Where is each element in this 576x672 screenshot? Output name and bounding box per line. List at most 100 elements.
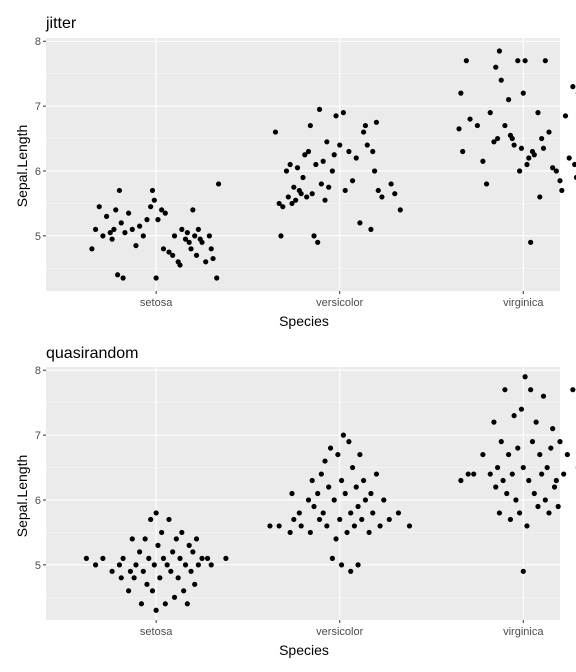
data-point-virginica <box>498 439 504 445</box>
data-point-versicolor <box>392 191 398 197</box>
data-point-setosa <box>177 555 183 561</box>
data-point-virginica <box>522 374 528 380</box>
data-point-setosa <box>162 210 168 216</box>
data-point-setosa <box>170 549 176 555</box>
y-tick-label: 5 <box>35 560 41 572</box>
data-point-setosa <box>190 207 196 213</box>
data-point-virginica <box>494 464 501 471</box>
data-point-versicolor <box>360 477 367 484</box>
data-point-versicolor <box>324 139 330 145</box>
data-point-setosa <box>116 187 123 194</box>
data-point-setosa <box>140 233 146 239</box>
data-point-setosa <box>129 226 135 232</box>
x-tick-label-versicolor: versicolor <box>316 626 363 638</box>
data-point-virginica <box>559 187 565 194</box>
data-point-versicolor <box>320 510 326 516</box>
data-point-setosa <box>199 239 205 245</box>
data-point-versicolor <box>340 110 346 116</box>
data-point-virginica <box>509 135 515 142</box>
data-point-virginica <box>507 516 514 523</box>
data-point-virginica <box>539 135 545 142</box>
data-point-versicolor <box>326 184 332 190</box>
data-point-versicolor <box>298 523 304 529</box>
data-point-setosa <box>160 555 167 561</box>
x-tick-label-setosa: setosa <box>140 626 173 638</box>
data-point-setosa <box>133 562 139 568</box>
data-point-setosa <box>182 562 189 568</box>
data-point-versicolor <box>300 174 306 181</box>
data-point-virginica <box>496 510 503 516</box>
data-point-setosa <box>148 516 154 523</box>
data-point-setosa <box>92 226 99 232</box>
data-point-virginica <box>535 503 541 510</box>
data-point-versicolor <box>307 122 313 129</box>
data-point-setosa <box>131 575 137 581</box>
data-point-setosa <box>171 233 178 239</box>
data-point-versicolor <box>355 562 361 568</box>
data-point-versicolor <box>329 168 335 174</box>
data-point-virginica <box>546 129 552 135</box>
data-point-virginica <box>511 413 517 419</box>
data-point-versicolor <box>373 471 380 477</box>
data-point-versicolor <box>342 187 348 194</box>
data-point-setosa <box>155 217 161 223</box>
data-point-setosa <box>170 252 176 258</box>
data-point-versicolor <box>337 142 343 148</box>
data-point-setosa <box>111 226 117 232</box>
data-point-setosa <box>109 236 115 242</box>
data-point-setosa <box>166 249 172 255</box>
data-point-setosa <box>173 536 179 542</box>
data-point-versicolor <box>329 555 335 561</box>
data-point-versicolor <box>302 152 308 158</box>
data-point-versicolor <box>285 194 291 200</box>
data-point-versicolor <box>267 523 273 529</box>
data-point-setosa <box>204 555 211 561</box>
data-point-setosa <box>208 562 214 568</box>
data-point-setosa <box>137 549 143 555</box>
data-point-setosa <box>160 246 167 252</box>
data-point-setosa <box>203 259 209 265</box>
data-point-setosa <box>153 275 159 281</box>
data-point-setosa <box>159 529 165 536</box>
data-point-virginica <box>493 484 499 490</box>
data-point-setosa <box>149 588 156 594</box>
data-point-virginica <box>528 387 534 393</box>
data-point-setosa <box>120 555 126 561</box>
y-axis-title-jitter: Sepal.Length <box>14 125 30 208</box>
data-point-virginica <box>502 387 508 393</box>
data-point-versicolor <box>386 516 392 523</box>
data-point-setosa <box>144 581 150 587</box>
data-point-setosa <box>215 181 222 187</box>
data-point-setosa <box>113 207 119 213</box>
data-point-virginica <box>491 419 497 425</box>
data-point-versicolor <box>355 503 361 510</box>
data-point-versicolor <box>322 458 328 464</box>
data-point-versicolor <box>362 497 369 503</box>
data-point-setosa <box>83 555 89 561</box>
data-point-virginica <box>533 419 539 425</box>
y-tick-label: 6 <box>35 495 41 507</box>
data-point-versicolor <box>368 226 374 232</box>
data-point-versicolor <box>316 516 323 523</box>
data-point-versicolor <box>309 477 315 484</box>
data-point-setosa <box>210 255 216 262</box>
data-point-versicolor <box>357 220 363 226</box>
data-point-setosa <box>164 562 170 568</box>
data-point-versicolor <box>318 181 324 187</box>
data-point-versicolor <box>349 178 356 184</box>
data-point-virginica <box>531 490 537 497</box>
x-tick-label-setosa: setosa <box>140 297 173 309</box>
data-point-versicolor <box>373 119 380 125</box>
data-point-setosa <box>109 568 115 574</box>
data-point-virginica <box>550 165 556 171</box>
data-point-versicolor <box>311 233 317 239</box>
data-point-versicolor <box>289 490 295 497</box>
data-point-virginica <box>520 90 526 96</box>
data-point-setosa <box>151 562 157 568</box>
data-point-versicolor <box>289 200 295 207</box>
data-point-versicolor <box>375 187 381 194</box>
data-point-virginica <box>570 84 576 90</box>
data-point-virginica <box>537 451 543 458</box>
data-point-setosa <box>186 542 192 548</box>
data-point-virginica <box>529 439 536 445</box>
